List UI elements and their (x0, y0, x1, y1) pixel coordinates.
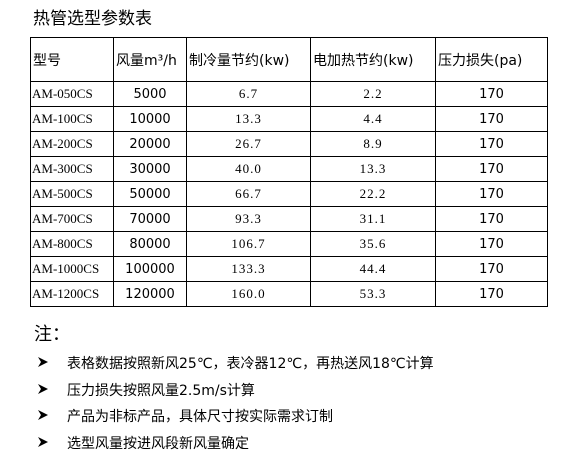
table-cell: 5000 (113, 81, 187, 107)
table-cell: 106.7 (186, 231, 311, 257)
bullet-arrow (38, 410, 48, 420)
table-cell: 170 (435, 206, 548, 232)
table-cell: 30000 (113, 156, 187, 182)
table-cell: 170 (435, 181, 548, 207)
table-cell: 35.6 (310, 231, 436, 257)
table-cell: AM-1200CS (30, 281, 114, 307)
column-header: 压力损失(pa) (435, 37, 548, 82)
table-row: AM-800CS 80000 106.7 35.6 170 (30, 231, 548, 257)
table-cell: 22.2 (310, 181, 436, 207)
column-header: 电加热节约(kw) (310, 37, 436, 82)
table-cell: 170 (435, 256, 548, 282)
column-header: 制冷量节约(kw) (186, 37, 311, 82)
table-row: AM-050CS 5000 6.7 2.2 170 (30, 81, 548, 107)
table-cell: 120000 (113, 281, 187, 307)
table-cell: 2.2 (310, 81, 436, 107)
table-cell: 66.7 (186, 181, 311, 207)
table-cell: 13.3 (186, 106, 311, 132)
table-cell: 44.4 (310, 256, 436, 282)
note-text: 产品为非标产品，具体尺寸按实际需求订制 (67, 409, 333, 425)
bullet-arrow (38, 436, 48, 447)
table-cell: 133.3 (186, 256, 311, 282)
column-header: 风量m³/h (113, 37, 187, 82)
table-cell: AM-1000CS (30, 256, 114, 282)
page-title: 热管选型参数表 (33, 9, 152, 29)
table-cell: AM-200CS (30, 131, 114, 157)
table-cell: AM-800CS (30, 231, 114, 257)
table-row: AM-1200CS 120000 160.0 53.3 170 (30, 281, 548, 307)
table-cell: 160.0 (186, 281, 311, 307)
column-header: 型号 (30, 37, 114, 82)
table-cell: 170 (435, 281, 548, 307)
table-cell: AM-050CS (30, 81, 114, 107)
notes-title: 注： (34, 324, 70, 345)
table-cell: AM-700CS (30, 206, 114, 232)
bullet-arrow (38, 357, 48, 367)
table-cell: 6.7 (186, 81, 311, 107)
table-row: AM-100CS 10000 13.3 4.4 170 (30, 106, 548, 132)
table-cell: 80000 (113, 231, 187, 257)
table-cell: 93.3 (186, 206, 311, 232)
note-text: 压力损失按照风量2.5m/s计算 (67, 382, 255, 399)
note-text: 表格数据按照新风25℃，表冷器12℃，再热送风18℃计算 (67, 356, 434, 372)
table-cell: 100000 (113, 256, 187, 282)
table-cell: 70000 (113, 206, 187, 232)
table-cell: 20000 (113, 131, 187, 157)
table-cell: 50000 (113, 181, 187, 207)
table-cell: 40.0 (186, 156, 311, 182)
table-cell: 170 (435, 156, 548, 182)
table-cell: 4.4 (310, 106, 436, 132)
table-row: AM-700CS 70000 93.3 31.1 170 (30, 206, 548, 232)
bullet-arrow (38, 383, 48, 394)
table-cell: 53.3 (310, 281, 436, 307)
table-body: AM-050CS 5000 6.7 2.2 170 AM-100CS 10000 13.3 4.… (30, 81, 548, 307)
table-cell: AM-100CS (30, 106, 114, 132)
table-cell: AM-500CS (30, 181, 114, 207)
table-cell: 170 (435, 81, 548, 107)
table-cell: 31.1 (310, 206, 436, 232)
table-cell: 26.7 (186, 131, 311, 157)
table-row: AM-300CS 30000 40.0 13.3 170 (30, 156, 548, 182)
table-cell: 170 (435, 106, 548, 132)
note-text: 选型风量按进风段新风量确定 (67, 435, 249, 452)
table-row: AM-500CS 50000 66.7 22.2 170 (30, 181, 548, 207)
table-cell: 170 (435, 131, 548, 157)
table-row: AM-200CS 20000 26.7 8.9 170 (30, 131, 548, 157)
table-row: AM-1000CS 100000 133.3 44.4 170 (30, 256, 548, 282)
table-cell: 8.9 (310, 131, 436, 157)
parameter-table: 型号 风量m³/h 制冷量节约(kw) 电加热节约(kw) 压力损失(pa) AM-05… (30, 37, 548, 307)
table-cell: 170 (435, 231, 548, 257)
table-cell: 10000 (113, 106, 187, 132)
table-cell: 13.3 (310, 156, 436, 182)
header-row: 型号 风量m³/h 制冷量节约(kw) 电加热节约(kw) 压力损失(pa) (30, 37, 548, 82)
table-cell: AM-300CS (30, 156, 114, 182)
